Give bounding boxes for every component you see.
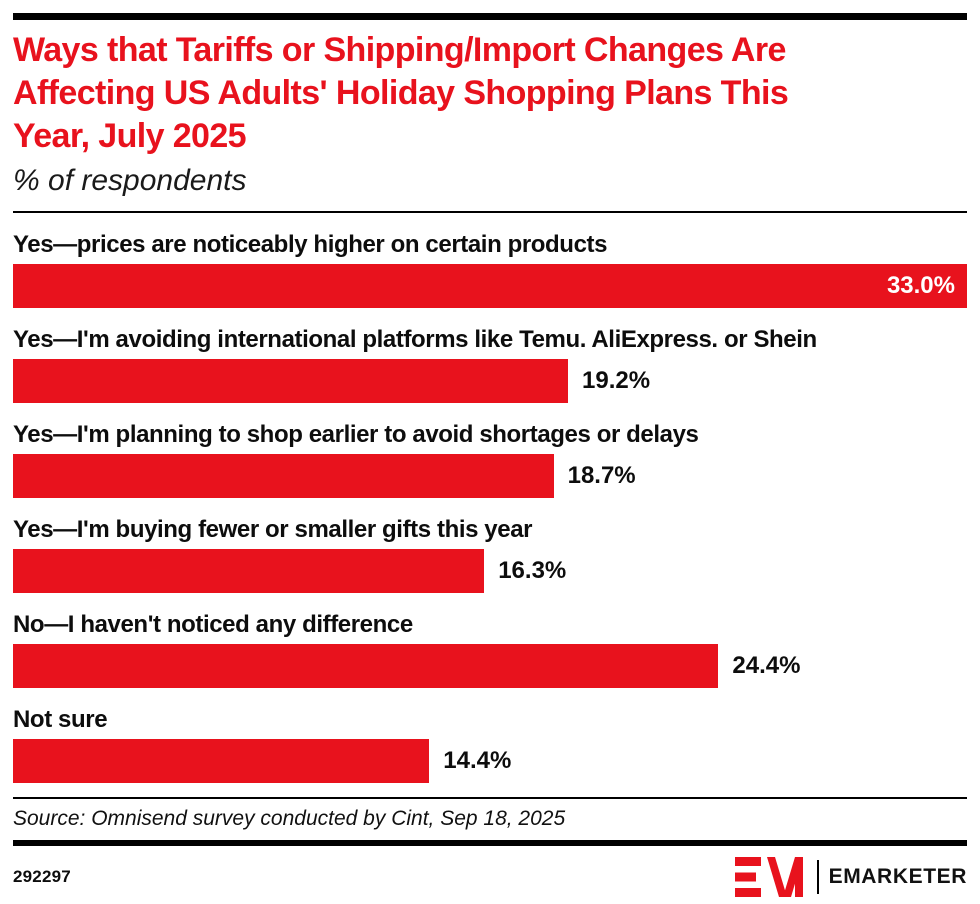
bar	[13, 359, 569, 403]
brand-lockup: EMARKETER	[734, 857, 967, 897]
bar-row: Yes—prices are noticeably higher on cert…	[13, 231, 967, 308]
category-label: Yes—I'm planning to shop earlier to avoi…	[13, 421, 699, 448]
value-label: 16.3%	[498, 557, 567, 584]
footer: 292297 EMARKETER	[13, 855, 967, 899]
category-label: No—I haven't noticed any difference	[13, 611, 413, 638]
top-divider-bar	[13, 13, 967, 20]
chart-id: 292297	[13, 867, 71, 886]
bar-chart: Yes—prices are noticeably higher on cert…	[13, 231, 967, 783]
footer-divider-bar	[13, 840, 967, 846]
bar	[13, 739, 430, 783]
bar-track: 18.7%	[13, 454, 967, 498]
bar-row: No—I haven't noticed any difference 24.4%	[13, 611, 967, 688]
category-label: Yes—I'm avoiding international platforms…	[13, 326, 817, 353]
emarketer-em-logo-icon	[734, 857, 803, 897]
value-label: 19.2%	[582, 367, 651, 394]
chart-title-line: Affecting US Adults' Holiday Shopping Pl…	[13, 74, 789, 112]
chart-subtitle: % of respondents	[13, 164, 247, 197]
category-label: Yes—prices are noticeably higher on cert…	[13, 231, 608, 258]
source-divider-rule	[13, 797, 967, 799]
bar-row: Yes—I'm planning to shop earlier to avoi…	[13, 421, 967, 498]
brand-name: EMARKETER	[828, 865, 967, 888]
brand-divider	[816, 860, 819, 894]
value-label: 14.4%	[443, 747, 512, 774]
value-label: 24.4%	[732, 652, 801, 679]
chart-title-line: Year, July 2025	[13, 117, 247, 155]
bar-track: 19.2%	[13, 359, 967, 403]
value-label: 18.7%	[567, 462, 636, 489]
chart-page: Ways that Tariffs or Shipping/Import Cha…	[0, 13, 980, 899]
category-label: Yes—I'm buying fewer or smaller gifts th…	[13, 516, 533, 543]
bar-row: Not sure 14.4%	[13, 706, 967, 783]
category-label: Not sure	[13, 706, 108, 733]
chart-title-line: Ways that Tariffs or Shipping/Import Cha…	[13, 31, 786, 69]
bar: 33.0%	[13, 264, 967, 308]
bar-track: 33.0%	[13, 264, 967, 308]
bar-track: 14.4%	[13, 739, 967, 783]
bar	[13, 644, 719, 688]
bar-track: 16.3%	[13, 549, 967, 593]
bar	[13, 454, 554, 498]
bar-row: Yes—I'm buying fewer or smaller gifts th…	[13, 516, 967, 593]
value-label: 33.0%	[886, 272, 955, 299]
chart-title: Ways that Tariffs or Shipping/Import Cha…	[13, 29, 967, 158]
header-divider-rule	[13, 211, 967, 213]
bar-row: Yes—I'm avoiding international platforms…	[13, 326, 967, 403]
source-note: Source: Omnisend survey conducted by Cin…	[13, 807, 566, 830]
bar	[13, 549, 485, 593]
bar-track: 24.4%	[13, 644, 967, 688]
